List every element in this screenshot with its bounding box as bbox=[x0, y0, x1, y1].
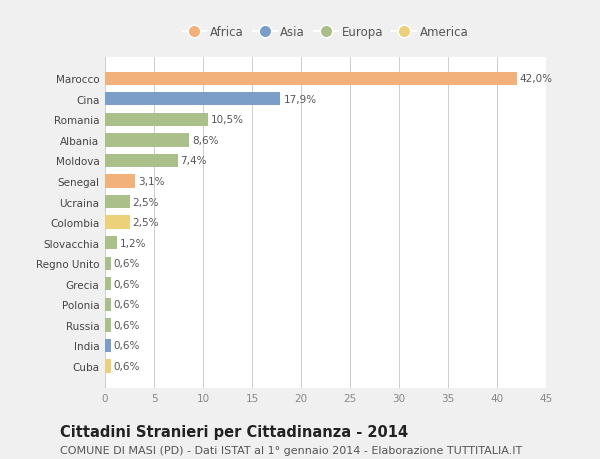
Bar bbox=[105, 359, 111, 373]
Bar bbox=[105, 73, 517, 86]
Text: 1,2%: 1,2% bbox=[120, 238, 146, 248]
Text: 7,4%: 7,4% bbox=[181, 156, 207, 166]
Bar bbox=[105, 339, 111, 353]
Bar bbox=[105, 134, 189, 147]
Text: 2,5%: 2,5% bbox=[133, 197, 159, 207]
Bar bbox=[105, 113, 208, 127]
Text: 0,6%: 0,6% bbox=[114, 279, 140, 289]
Bar bbox=[105, 319, 111, 332]
Text: 0,6%: 0,6% bbox=[114, 361, 140, 371]
Bar bbox=[105, 175, 136, 188]
Legend: Africa, Asia, Europa, America: Africa, Asia, Europa, America bbox=[180, 23, 471, 41]
Bar bbox=[105, 278, 111, 291]
Text: 0,6%: 0,6% bbox=[114, 258, 140, 269]
Bar bbox=[105, 236, 117, 250]
Text: Cittadini Stranieri per Cittadinanza - 2014: Cittadini Stranieri per Cittadinanza - 2… bbox=[60, 425, 408, 440]
Bar bbox=[105, 154, 178, 168]
Text: 0,6%: 0,6% bbox=[114, 300, 140, 310]
Text: 2,5%: 2,5% bbox=[133, 218, 159, 228]
Bar bbox=[105, 196, 130, 209]
Text: 10,5%: 10,5% bbox=[211, 115, 244, 125]
Text: 8,6%: 8,6% bbox=[192, 135, 219, 146]
Text: 42,0%: 42,0% bbox=[520, 74, 553, 84]
Bar bbox=[105, 257, 111, 270]
Bar bbox=[105, 93, 280, 106]
Text: 3,1%: 3,1% bbox=[139, 177, 165, 187]
Text: COMUNE DI MASI (PD) - Dati ISTAT al 1° gennaio 2014 - Elaborazione TUTTITALIA.IT: COMUNE DI MASI (PD) - Dati ISTAT al 1° g… bbox=[60, 445, 522, 455]
Text: 0,6%: 0,6% bbox=[114, 341, 140, 351]
Text: 0,6%: 0,6% bbox=[114, 320, 140, 330]
Bar bbox=[105, 216, 130, 230]
Text: 17,9%: 17,9% bbox=[283, 95, 316, 105]
Bar bbox=[105, 298, 111, 311]
